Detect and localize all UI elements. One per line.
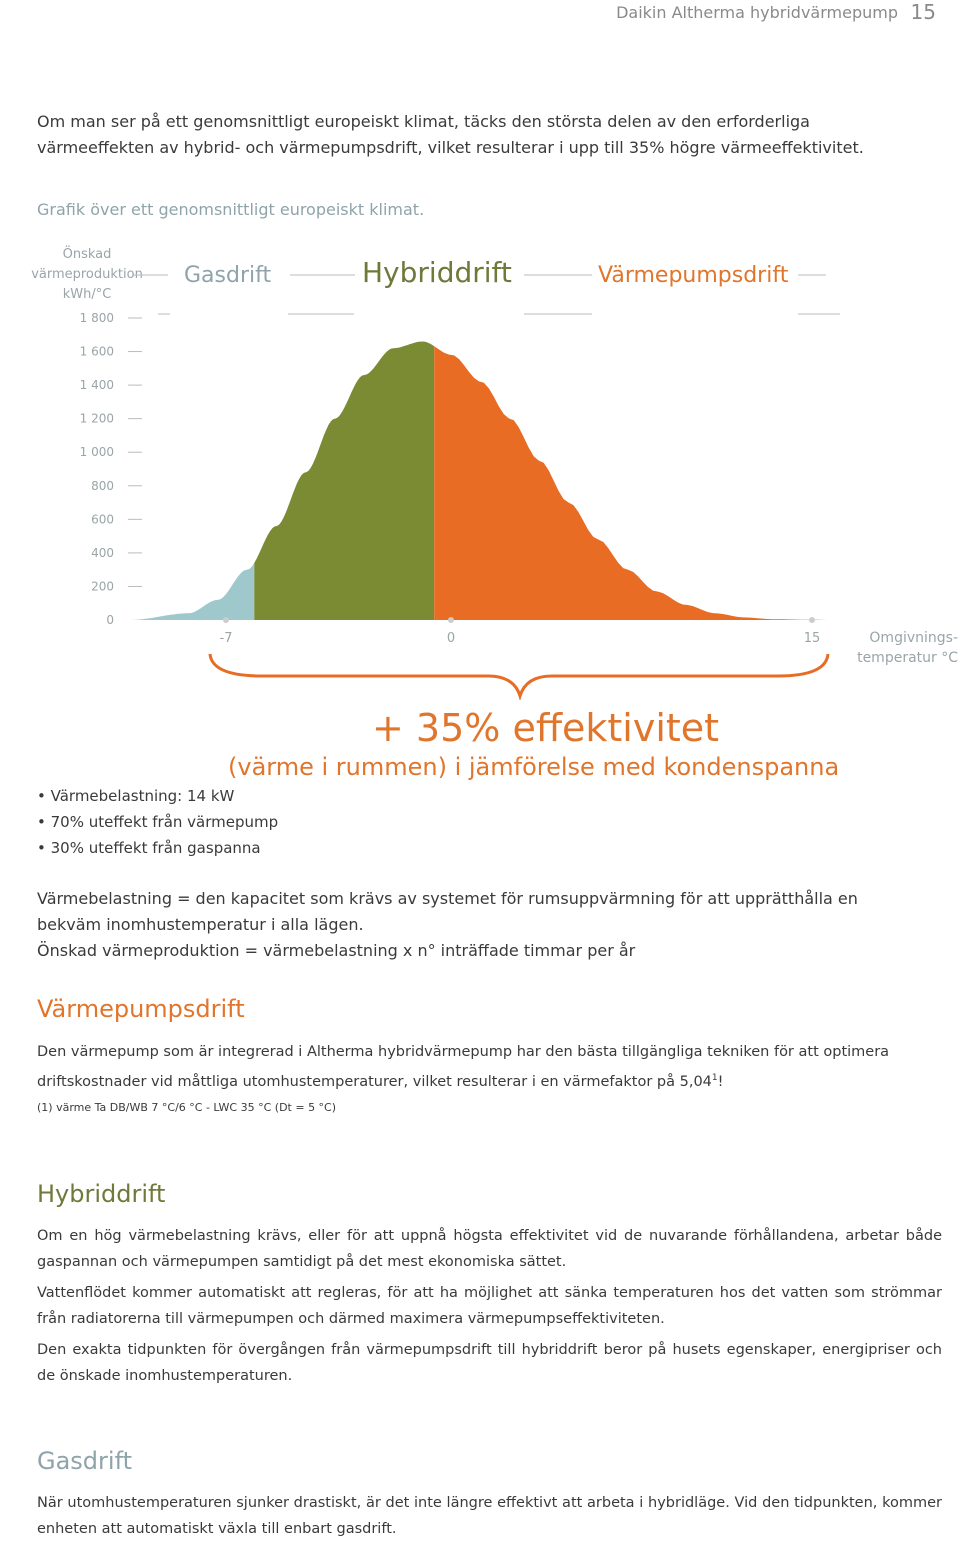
climate-chart: Önskad värmeproduktion kWh/°C Gasdrift Hybr… <box>31 245 958 700</box>
y-tick-label: 800 <box>91 479 114 493</box>
y-tick-label: 600 <box>91 512 114 526</box>
definition-heat-production: Önskad värmeproduktion = värmebelastning… <box>37 941 636 960</box>
chart-caption: Grafik över ett genomsnittligt europeisk… <box>37 200 425 219</box>
y-tick-label: 400 <box>91 546 114 560</box>
x-tick-dot <box>223 617 229 623</box>
heatpump-paragraph: Den värmepump som är integrerad i Alther… <box>37 1039 937 1095</box>
spec-item: 30% uteffekt från gaspanna <box>37 835 278 861</box>
y-axis-label-line: kWh/°C <box>63 287 112 302</box>
region-label: Hybriddrift <box>362 256 512 289</box>
intro-paragraph: Om man ser på ett genomsnittligt europei… <box>37 112 864 157</box>
x-axis-label-line: Omgivnings- <box>869 630 958 646</box>
gas-paragraph: När utomhustemperaturen sjunker drastisk… <box>37 1495 942 1537</box>
y-tick-label: 1 600 <box>80 345 114 359</box>
footnote-ref: 1 <box>711 1073 718 1083</box>
x-tick-dot <box>809 617 815 623</box>
efficiency-headline: + 35% effektivitet <box>372 706 720 750</box>
x-tick-dot <box>448 617 454 623</box>
spec-item: 70% uteffekt från värmepump <box>37 809 279 835</box>
y-axis-label: Önskad värmeproduktion kWh/°C <box>31 245 143 302</box>
x-tick-label: -7 <box>220 631 233 646</box>
y-axis-label-line: värmeproduktion <box>31 267 143 282</box>
y-axis-label-line: Önskad <box>63 245 112 262</box>
region-label: Gasdrift <box>184 263 271 288</box>
heatpump-body-end: ! <box>717 1073 724 1090</box>
definition-heat-load: Värmebelastning = den kapacitet som kräv… <box>37 889 858 934</box>
region-hybriddrift <box>254 341 435 620</box>
range-brace <box>208 653 830 700</box>
y-tick-label: 1 400 <box>80 378 114 392</box>
heatpump-body: Den värmepump som är integrerad i Alther… <box>37 1044 890 1090</box>
section-title-hybrid: Hybriddrift <box>37 1180 166 1208</box>
x-axis-label-line: temperatur °C <box>857 650 958 666</box>
x-tick-label: 15 <box>804 631 821 646</box>
efficiency-subline: (värme i rummen) i jämförelse med konden… <box>228 753 840 781</box>
section-title-heatpump: Värmepumpsdrift <box>37 995 245 1023</box>
y-tick-label: 0 <box>106 613 114 627</box>
region-label: Värmepumpsdrift <box>598 263 789 288</box>
region-värmepumpsdrift <box>434 346 832 620</box>
hybrid-paragraph-1: Om en hög värmebelastning krävs, eller f… <box>37 1228 942 1270</box>
y-tick-label: 1 200 <box>80 412 114 426</box>
footnote: (1) värme Ta DB/WB 7 °C/6 °C - LWC 35 °C… <box>37 1101 337 1114</box>
y-tick-label: 1 800 <box>80 311 114 325</box>
section-title-gas: Gasdrift <box>37 1447 133 1475</box>
hybrid-paragraph-3: Den exakta tidpunkten för övergången frå… <box>37 1342 942 1384</box>
hybrid-paragraph-2: Vattenflödet kommer automatiskt att regl… <box>37 1285 942 1327</box>
region-gasdrift <box>130 562 255 620</box>
y-tick-label: 200 <box>91 579 114 593</box>
x-tick-label: 0 <box>447 631 455 646</box>
spec-item: Värmebelastning: 14 kW <box>37 783 278 809</box>
page-number: 15 <box>910 0 936 24</box>
spec-list: Värmebelastning: 14 kW 70% uteffekt från… <box>37 783 279 861</box>
y-tick-label: 1 000 <box>80 445 114 459</box>
x-axis-label: Omgivnings-temperatur °C <box>857 630 958 666</box>
document-title: Daikin Altherma hybridvärmepump <box>616 3 898 22</box>
